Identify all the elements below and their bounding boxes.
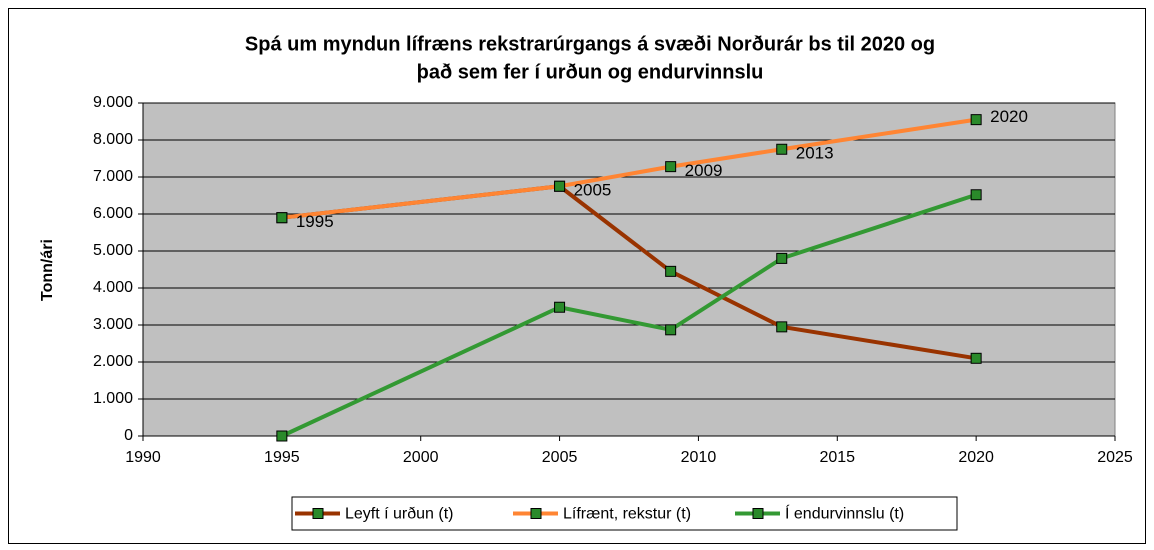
marker <box>970 352 982 364</box>
marker <box>970 114 982 126</box>
y-tick-label: 7.000 <box>93 168 133 185</box>
chart-title: það sem fer í urðun og endurvinnslu <box>417 61 764 83</box>
x-tick-label: 2020 <box>958 449 994 466</box>
marker <box>665 265 677 277</box>
legend-label: Lífrænt, rekstur (t) <box>563 506 691 523</box>
x-tick-label: 1995 <box>264 449 300 466</box>
x-tick-label: 2010 <box>681 449 717 466</box>
y-tick-label: 0 <box>124 427 133 444</box>
data-label: 2013 <box>796 144 834 163</box>
y-tick-label: 1.000 <box>93 390 133 407</box>
marker <box>554 180 566 192</box>
marker <box>776 252 788 264</box>
legend-marker <box>312 508 324 519</box>
x-tick-label: 2000 <box>403 449 439 466</box>
data-label: 2005 <box>574 181 612 200</box>
y-tick-label: 4.000 <box>93 279 133 296</box>
data-label: 2020 <box>990 107 1028 126</box>
y-tick-label: 6.000 <box>93 205 133 222</box>
marker <box>276 430 288 442</box>
x-tick-label: 2005 <box>542 449 578 466</box>
y-tick-label: 8.000 <box>93 131 133 148</box>
marker <box>665 324 677 336</box>
marker <box>970 189 982 201</box>
data-label: 2009 <box>685 161 723 180</box>
marker <box>776 143 788 155</box>
data-label: 1995 <box>296 212 334 231</box>
y-tick-label: 2.000 <box>93 353 133 370</box>
x-tick-label: 2015 <box>819 449 855 466</box>
legend-marker <box>752 508 764 519</box>
marker <box>776 321 788 333</box>
x-tick-label: 1990 <box>125 449 161 466</box>
chart-title: Spá um myndun lífræns rekstrarúrgangs á … <box>245 33 935 55</box>
legend-box <box>291 496 958 531</box>
marker <box>665 161 677 173</box>
plot-area <box>142 102 1116 437</box>
y-tick-label: 5.000 <box>93 242 133 259</box>
y-tick-label: 9.000 <box>93 94 133 111</box>
legend-marker <box>530 508 542 519</box>
legend-label: Í endurvinnslu (t) <box>785 504 904 523</box>
marker <box>276 212 288 224</box>
y-tick-label: 3.000 <box>93 316 133 333</box>
x-tick-label: 2025 <box>1097 449 1133 466</box>
marker <box>554 301 566 313</box>
y-axis-label: Tonn/ári <box>39 239 56 301</box>
legend-label: Leyft í urðun (t) <box>345 506 454 523</box>
